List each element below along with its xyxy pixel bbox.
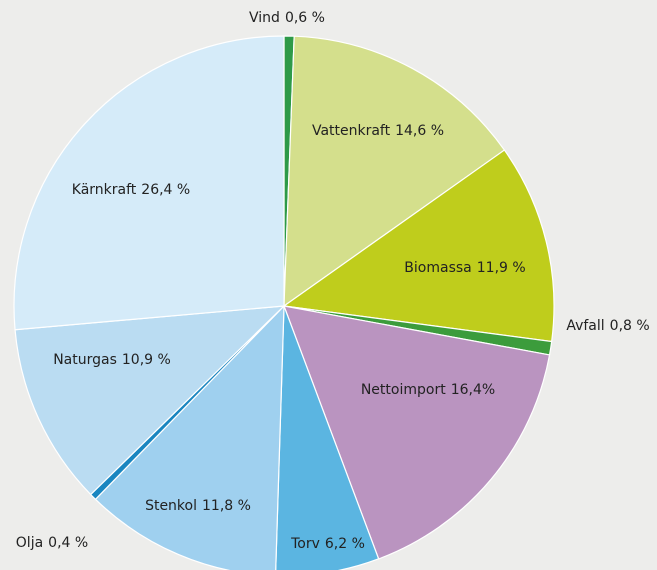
slice-name: Kärnkraft [72, 182, 137, 198]
slice-name: Nettoimport [361, 382, 446, 398]
slice-value: 11,8 % [202, 498, 251, 514]
pie-slice [13, 35, 285, 331]
slice-name: Vind [249, 10, 280, 26]
slice-label: Stenkol 11,8 % [145, 498, 251, 514]
slice-name: Vattenkraft [312, 123, 391, 139]
slice-label: Avfall 0,8 % [566, 318, 649, 334]
pie-slice [283, 305, 551, 560]
slice-label: Vattenkraft 14,6 % [312, 123, 444, 139]
pie-slice [283, 35, 506, 308]
slice-label: Naturgas 10,9 % [53, 352, 171, 368]
slice-label: Vind 0,6 % [249, 10, 325, 26]
pie-slice [14, 305, 286, 496]
slice-name: Olja [16, 535, 43, 551]
slice-name: Torv [290, 536, 320, 552]
slice-value: 26,4 % [141, 182, 190, 198]
slice-value: 11,9 % [477, 260, 526, 276]
slice-name: Naturgas [53, 352, 117, 368]
slice-value: 10,9 % [122, 352, 171, 368]
slice-value: 0,6 % [285, 10, 325, 26]
slice-value: 0,4 % [48, 535, 88, 551]
slice-value: 16,4% [451, 382, 495, 398]
slice-value: 0,8 % [610, 318, 650, 334]
slice-label: Nettoimport 16,4% [361, 382, 495, 398]
slice-label: Biomassa 11,9 % [404, 260, 525, 276]
slice-name: Stenkol [145, 498, 197, 514]
slice-label: Kärnkraft 26,4 % [72, 182, 190, 198]
slice-label: Olja 0,4 % [16, 535, 88, 551]
slice-value: 6,2 % [325, 536, 365, 552]
slice-label: Torv 6,2 % [290, 536, 365, 552]
slice-name: Avfall [566, 318, 604, 334]
slice-name: Biomassa [404, 260, 471, 276]
slice-value: 14,6 % [395, 123, 444, 139]
pie-slice [282, 149, 555, 343]
pie-slice [275, 305, 380, 570]
pie-slice [94, 304, 285, 570]
